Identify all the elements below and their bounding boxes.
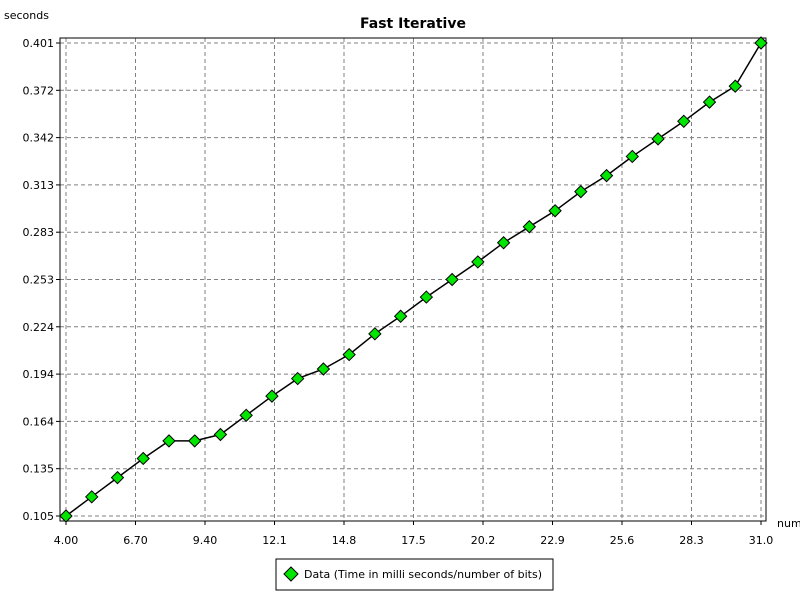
data-point xyxy=(471,255,485,269)
data-point xyxy=(316,362,331,376)
x-tick-label: 4.00 xyxy=(54,534,79,547)
y-tick-label: 0.194 xyxy=(23,368,55,381)
chart-title: Fast Iterative xyxy=(360,16,466,32)
series-line xyxy=(65,42,762,517)
y-axis-label: seconds xyxy=(4,9,49,22)
data-point xyxy=(265,389,279,403)
data-point xyxy=(368,327,382,341)
data-point xyxy=(702,95,717,109)
x-tick-label: 17.5 xyxy=(401,534,426,547)
x-tick-label: 28.3 xyxy=(679,534,704,547)
y-tick-label: 0.283 xyxy=(23,226,55,239)
y-tick-label: 0.135 xyxy=(23,463,55,476)
data-point xyxy=(342,347,356,362)
y-tick-label: 0.253 xyxy=(23,274,55,287)
y-tick-label: 0.372 xyxy=(23,84,55,97)
data-point xyxy=(496,236,511,250)
x-axis-label: num xyxy=(777,517,800,530)
y-tick-label: 0.164 xyxy=(23,415,55,428)
series xyxy=(59,36,768,523)
x-tick-label: 6.70 xyxy=(123,534,148,547)
x-axis-ticks: 4.00 6.70 9.40 12.1 14.8 17.5 20.2 22.9 25.6 28.3… xyxy=(54,521,774,547)
data-point xyxy=(625,149,640,164)
data-point xyxy=(445,272,459,287)
legend-box xyxy=(275,558,554,591)
x-tick-label: 14.8 xyxy=(332,534,357,547)
data-point xyxy=(522,220,537,234)
legend-label: Data (Time in milli seconds/number of bi… xyxy=(304,568,542,581)
data-point xyxy=(162,434,176,448)
y-axis-ticks: 0.105 0.135 0.164 0.194 0.224 0.253 0.283 0.313… xyxy=(23,37,60,523)
x-tick-label: 20.2 xyxy=(471,534,496,547)
data-point xyxy=(419,290,434,304)
data-point xyxy=(213,427,228,442)
data-point xyxy=(728,79,742,93)
data-point xyxy=(677,114,691,129)
legend-marker xyxy=(283,566,299,582)
data-point xyxy=(754,36,768,50)
data-point xyxy=(136,451,150,466)
data-point xyxy=(110,470,125,485)
data-point xyxy=(651,132,665,146)
data-point xyxy=(393,309,408,323)
data-point xyxy=(574,184,588,199)
data-point xyxy=(85,490,99,504)
y-tick-label: 0.401 xyxy=(23,37,55,50)
data-point xyxy=(59,509,73,523)
data-point xyxy=(599,168,614,183)
x-tick-label: 22.9 xyxy=(540,534,565,547)
data-point xyxy=(548,204,562,218)
y-tick-label: 0.313 xyxy=(23,179,55,192)
legend: Data (Time in milli seconds/number of bi… xyxy=(275,558,554,591)
data-point xyxy=(290,371,305,386)
x-tick-label: 9.40 xyxy=(193,534,218,547)
x-tick-label: 12.1 xyxy=(262,534,287,547)
x-tick-label: 25.6 xyxy=(610,534,635,547)
data-point xyxy=(187,434,202,448)
grid xyxy=(60,38,766,521)
y-tick-label: 0.224 xyxy=(23,321,55,334)
y-tick-label: 0.105 xyxy=(23,510,55,523)
y-tick-label: 0.342 xyxy=(23,132,55,145)
x-tick-label: 31.0 xyxy=(749,534,774,547)
data-point xyxy=(239,408,253,423)
